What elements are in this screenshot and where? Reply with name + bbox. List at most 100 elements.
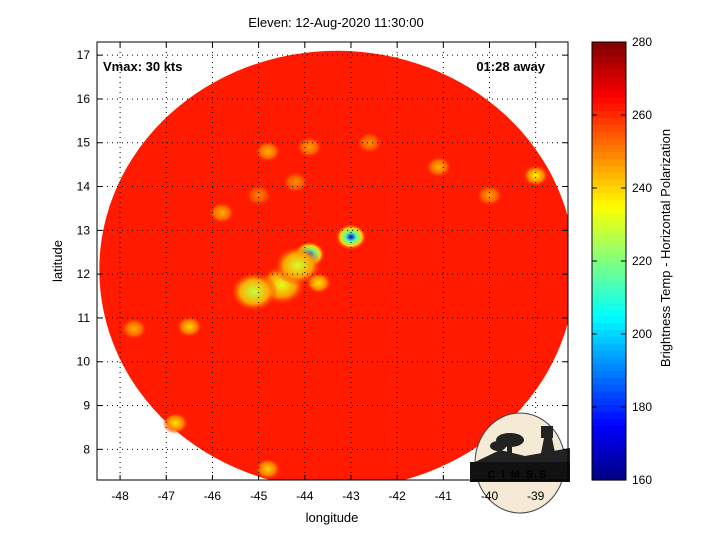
y-axis-label: latitude [50,240,65,282]
cold-feature [282,171,309,194]
cold-feature [425,155,452,178]
colorbar-segment [592,69,626,77]
colorbar-segment [592,281,626,289]
y-tick-label: 11 [78,311,91,325]
x-tick-label: -48 [111,489,129,503]
x-tick-label: -42 [388,489,406,503]
colorbar-segment [592,308,626,317]
colorbar-segment [592,144,626,153]
colorbar-segment [592,48,626,57]
colorbar-segment [592,452,626,461]
colorbar-segment [592,83,626,91]
colorbar-segment [592,322,626,331]
y-tick-label: 17 [77,48,91,62]
colorbar-segment [592,55,626,64]
colorbar-segment [592,315,626,324]
x-axis: -48 -47 -46 -45 -44 -43 -42 -41 -40 -39 [111,42,545,503]
colorbar-segment [592,349,626,358]
colorbar-segment [592,343,626,351]
colorbar-segment [592,76,626,84]
colorbar-segment [592,89,626,98]
colorbar-tick-label: 200 [632,327,652,341]
vmax-annotation: Vmax: 30 kts [103,59,183,74]
colorbar-segment [592,459,626,467]
colorbar-segment [592,62,626,70]
colorbar-tick-label: 180 [632,400,652,414]
y-tick-label: 14 [77,180,91,194]
colorbar-segment [592,411,626,420]
y-axis: 8 9 10 11 12 13 14 15 16 17 [77,48,568,456]
swath-disk [99,50,568,480]
colorbar-tick-label: 240 [632,181,652,195]
colorbar-segment [592,473,626,481]
colorbar-segment [592,185,626,194]
cold-feature [356,131,383,154]
cold-feature [245,184,272,207]
colorbar-segment [592,267,626,276]
cold-feature [476,184,503,207]
x-tick-label: -40 [481,489,499,503]
colorbar-segment [592,96,626,105]
colorbar-segment [592,295,626,303]
plot-axes: CIMSS -48 -47 -46 -45 -44 -43 -42 -41 -40 -39 8 9 1… [77,41,570,514]
colorbar-segment [592,363,626,372]
cold-feature [254,140,282,163]
cold-feature [522,164,549,187]
y-tick-label: 13 [77,223,91,237]
gridlines [97,42,568,480]
colorbar-segment [592,240,626,248]
colorbar-segment [592,103,626,112]
colorbar-segment [592,438,626,447]
cimss-logo: CIMSS [470,412,570,514]
chart-title: Eleven: 12-Aug-2020 11:30:00 [248,15,423,30]
x-tick-label: -39 [527,489,545,503]
colorbar-segment [592,233,626,242]
colorbar-gradient [592,42,626,481]
x-tick-label: -45 [250,489,268,503]
x-tick-label: -41 [435,489,453,503]
cold-feature [162,412,189,435]
colorbar-segment [592,247,626,255]
cold-feature [305,271,332,294]
colorbar-segment [592,397,626,406]
cold-feature [208,201,235,224]
colorbar-segment [592,192,626,201]
x-axis-label: longitude [306,510,359,525]
colorbar-segment [592,370,626,378]
colorbar-segment [592,254,626,262]
brightness-temp-swath [99,50,568,480]
time-away-annotation: 01:28 away [476,59,545,74]
colorbar-segment [592,425,626,433]
cold-feature [230,271,278,312]
colorbar-segment [592,42,626,50]
colorbar-tick-label: 160 [632,473,652,487]
colorbar: 160 180 200 220 240 260 280 Brightness Temp - … [591,35,673,487]
colorbar-segment [592,137,626,146]
colorbar-segment [592,466,626,474]
colorbar-segment [592,206,626,214]
cold-feature [335,223,367,250]
colorbar-segment [592,178,626,187]
colorbar-tick-label: 280 [632,35,652,49]
x-tick-label: -44 [296,489,314,503]
colorbar-segment [592,219,626,228]
x-tick-label: -46 [204,489,222,503]
plot-frame [96,41,569,481]
y-tick-label: 15 [77,136,91,150]
y-tick-label: 9 [83,399,90,413]
colorbar-segment [592,432,626,440]
y-tick-label: 8 [83,442,90,456]
colorbar-segment [592,158,626,166]
colorbar-segment [592,213,626,221]
colorbar-segment [592,261,626,269]
cold-feature [120,317,148,340]
colorbar-segment [592,418,626,426]
colorbar-segment [592,226,626,235]
cold-feature [176,315,203,338]
colorbar-segment [592,384,626,392]
colorbar-segment [592,165,626,173]
colorbar-tick-label: 220 [632,254,652,268]
colorbar-label: Brightness Temp - Horizontal Polarizatio… [658,129,673,367]
colorbar-segment [592,336,626,344]
